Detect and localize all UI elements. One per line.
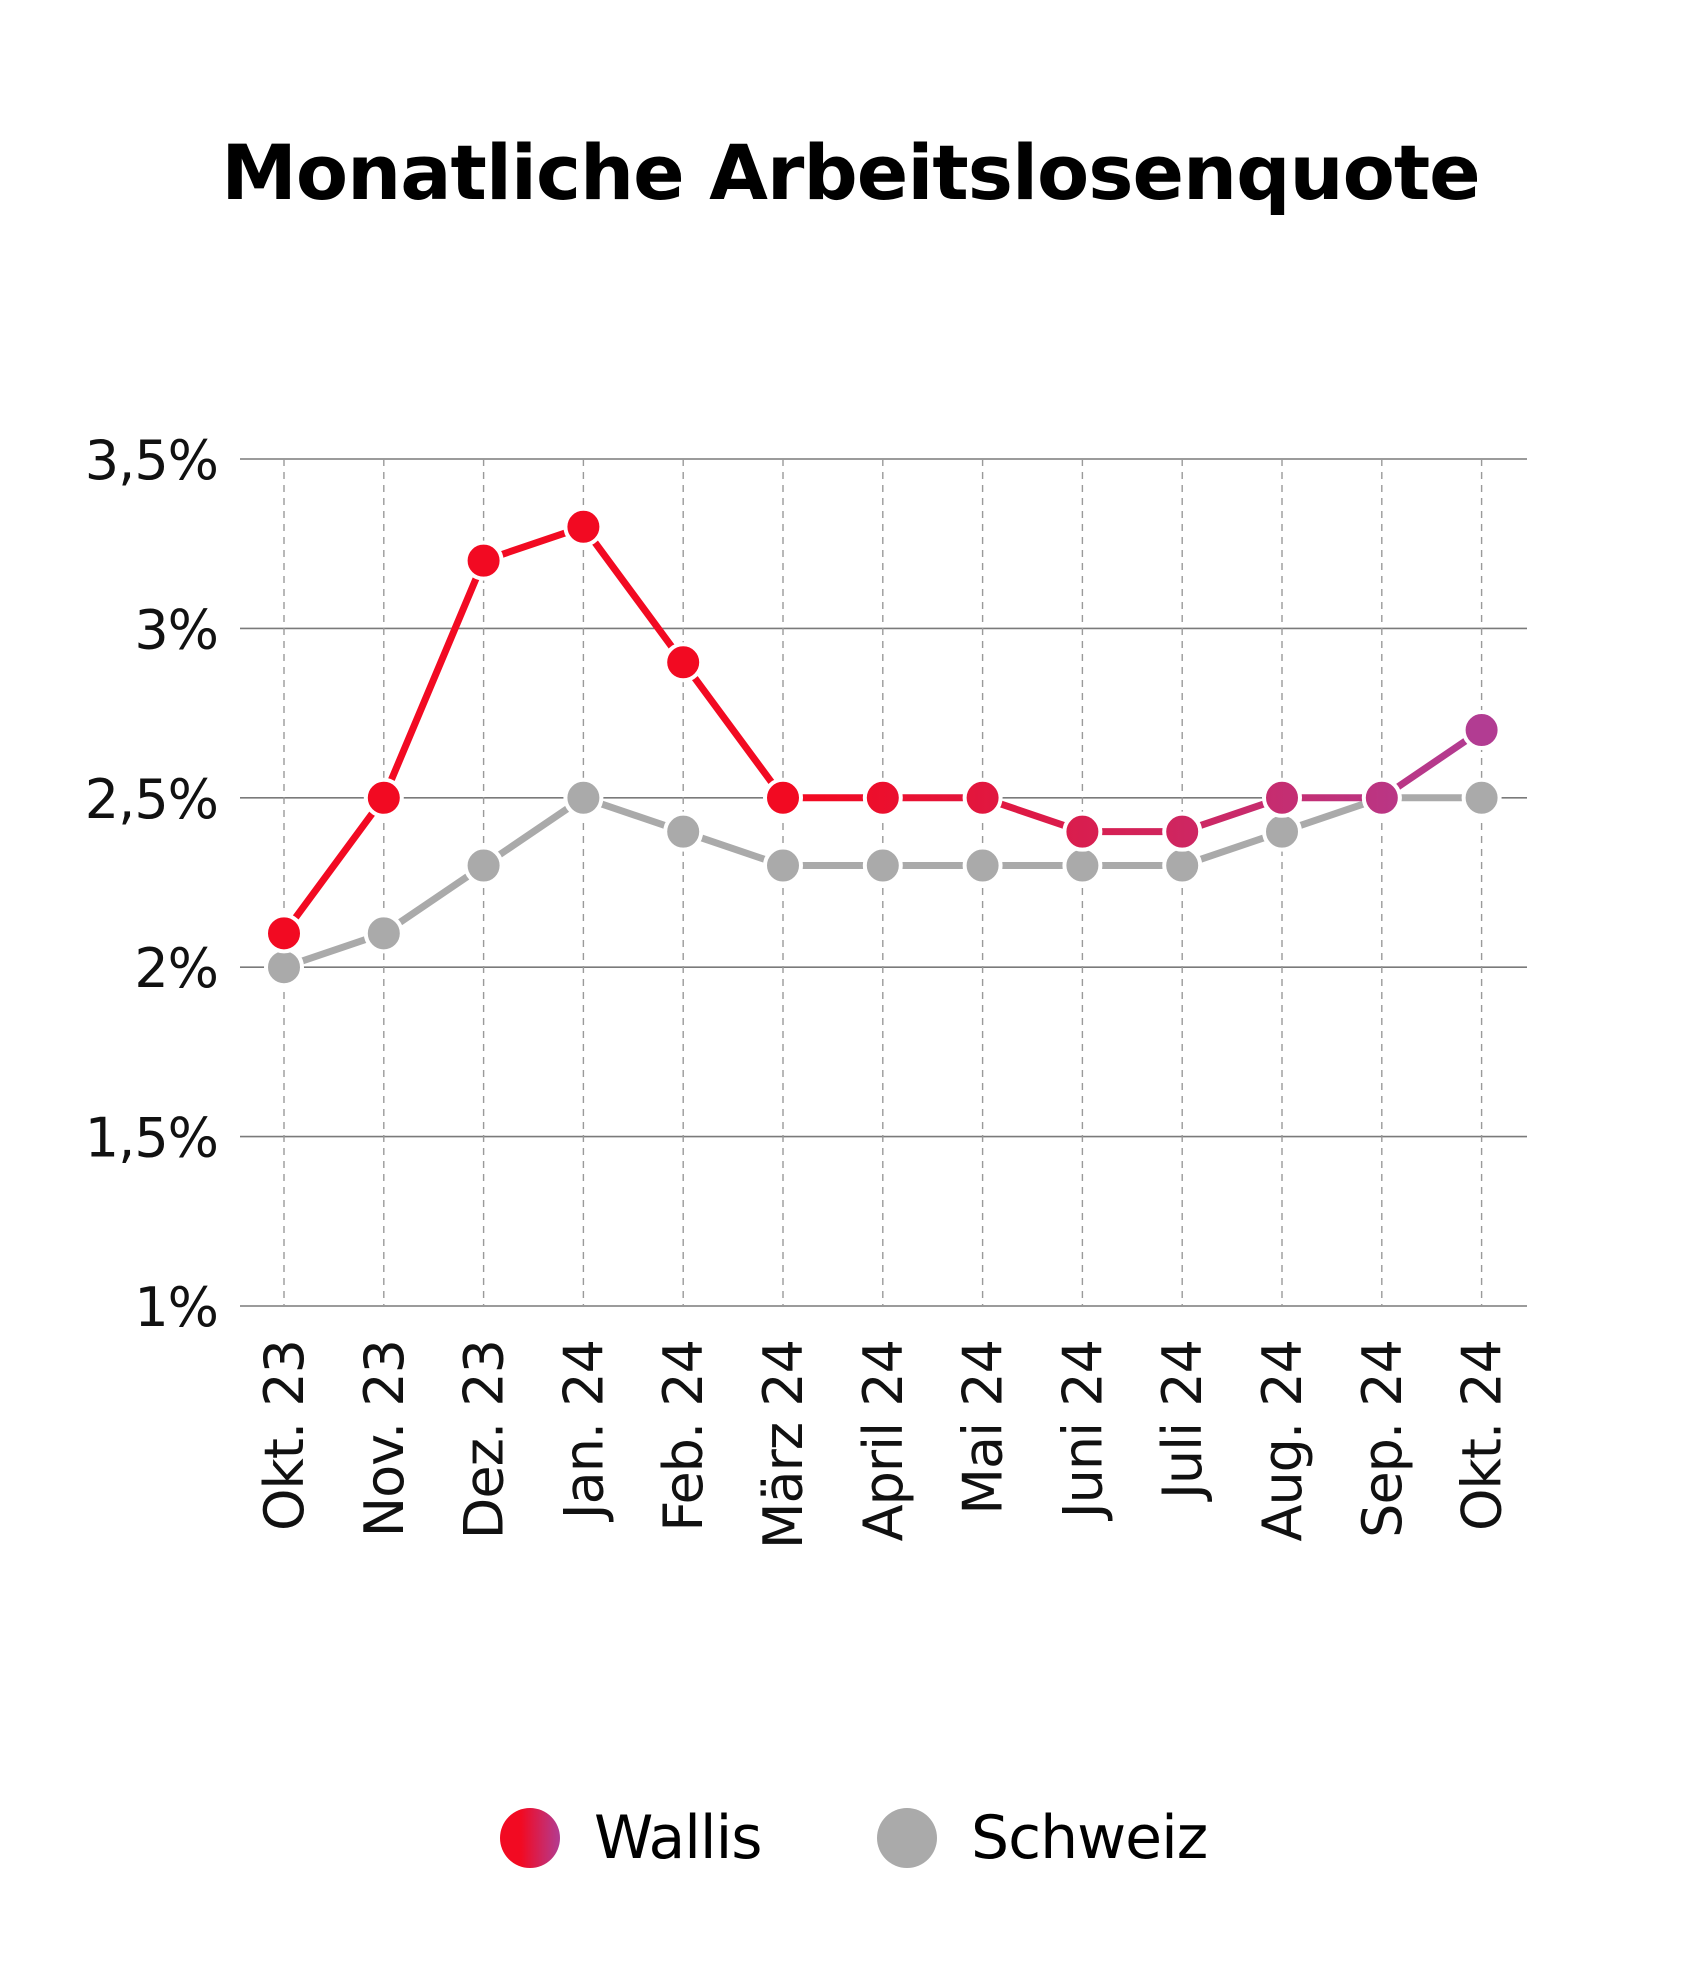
legend-item-schweiz: Schweiz: [877, 1798, 1208, 1878]
x-tick-label: Juli 24: [1151, 1340, 1214, 1502]
x-tick-label: Feb. 24: [652, 1340, 715, 1532]
x-tick-label: Juni 24: [1051, 1340, 1114, 1521]
point-wallis: [862, 777, 903, 818]
legend-label-wallis: Wallis: [594, 1803, 763, 1873]
legend-marker-schweiz: [877, 1808, 937, 1868]
x-tick-label: Okt. 24: [1451, 1340, 1514, 1531]
point-schweiz: [663, 811, 704, 852]
point-schweiz: [1162, 845, 1203, 886]
x-axis: Okt. 23 Nov. 23 Dez. 23 Jan. 24 Feb. 24 März …: [253, 1340, 1514, 1549]
point-wallis: [463, 540, 504, 581]
x-tick-label: Nov. 23: [353, 1340, 416, 1537]
point-wallis: [663, 642, 704, 683]
point-wallis: [264, 913, 304, 954]
point-schweiz: [463, 845, 504, 886]
y-tick-label: 2%: [134, 937, 218, 1000]
x-tick-label: Okt. 23: [253, 1340, 316, 1531]
vertical-gridlines: [283, 459, 1483, 1306]
x-tick-label: Aug. 24: [1251, 1340, 1314, 1542]
y-axis: 1% 1,5% 2% 2,5% 3% 3,5%: [85, 429, 219, 1339]
point-schweiz: [1062, 845, 1103, 886]
point-schweiz: [763, 845, 803, 886]
point-wallis: [1262, 777, 1302, 818]
point-wallis: [563, 506, 604, 547]
series: [264, 506, 1502, 988]
y-tick-label: 3,5%: [85, 429, 218, 492]
point-schweiz: [962, 845, 1003, 886]
point-wallis: [763, 777, 803, 818]
legend-marker-wallis: [500, 1808, 560, 1868]
point-wallis: [1162, 811, 1203, 852]
y-tick-label: 3%: [134, 598, 218, 661]
point-wallis: [1361, 777, 1402, 818]
point-wallis: [962, 777, 1003, 818]
y-tick-label: 2,5%: [85, 768, 218, 831]
y-tick-label: 1%: [134, 1276, 218, 1339]
x-tick-label: Mai 24: [952, 1340, 1015, 1515]
point-schweiz: [363, 913, 404, 954]
y-tick-label: 1,5%: [85, 1107, 218, 1170]
point-schweiz: [1461, 777, 1502, 818]
point-schweiz: [1262, 811, 1302, 852]
legend-label-schweiz: Schweiz: [971, 1803, 1208, 1873]
x-tick-label: Sep. 24: [1351, 1340, 1414, 1538]
x-tick-label: Jan. 24: [552, 1340, 615, 1522]
legend: Wallis Schweiz: [0, 1798, 1701, 1878]
x-tick-label: April 24: [852, 1340, 915, 1541]
point-wallis: [1461, 710, 1502, 751]
chart-title: Monatliche Arbeitslosenquote: [221, 128, 1480, 217]
legend-item-wallis: Wallis: [500, 1798, 763, 1878]
point-schweiz: [264, 947, 304, 988]
point-schweiz: [563, 777, 604, 818]
point-wallis: [1062, 811, 1103, 852]
x-tick-label: Dez. 23: [453, 1340, 516, 1539]
point-wallis: [363, 777, 404, 818]
x-tick-label: März 24: [752, 1340, 815, 1549]
point-schweiz: [862, 845, 903, 886]
